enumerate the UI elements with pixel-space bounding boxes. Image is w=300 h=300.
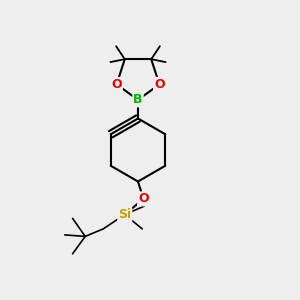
Text: O: O: [111, 78, 122, 91]
Text: Si: Si: [118, 208, 131, 221]
Text: O: O: [138, 192, 149, 206]
Text: O: O: [154, 78, 165, 91]
Text: B: B: [133, 93, 143, 106]
